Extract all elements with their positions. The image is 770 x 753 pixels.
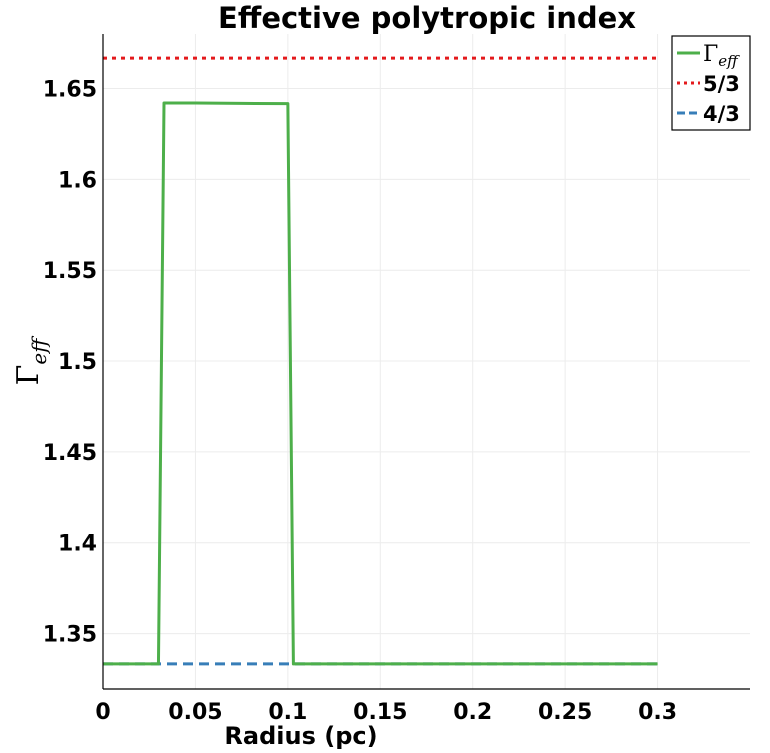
x-tick-label-0: 0 [95,700,110,725]
y-axis-label: Γeff [11,335,51,386]
y-tick-label-5: 1.6 [58,168,97,193]
x-tick-label-2: 0.1 [268,700,307,725]
legend-label-1: 5/3 [703,72,740,96]
legend-label-0: Γeff [703,42,740,70]
ticks: 0 0.05 0.1 0.15 0.2 0.25 0.3 1.35 1.4 1.45 1.5 1.55… [43,78,677,725]
x-axis-label: Radius (pc) [224,722,377,750]
axes [102,34,750,690]
y-tick-label-6: 1.65 [43,78,97,103]
x-tick-label-4: 0.2 [453,700,492,725]
y-tick-label-3: 1.5 [58,350,97,375]
x-tick-label-3: 0.15 [353,700,407,725]
legend-label-2: 4/3 [703,102,740,126]
x-tick-label-1: 0.05 [168,700,222,725]
y-axis-label-base: Γ [11,365,46,386]
y-tick-label-2: 1.45 [43,441,97,466]
grid [102,34,750,689]
y-tick-label-4: 1.55 [43,259,97,284]
x-tick-label-6: 0.3 [638,700,677,725]
y-tick-label-1: 1.4 [58,532,97,557]
legend-label-subscript-0: eff [718,52,740,70]
legend-label-base-0: Γ [703,42,718,67]
series-line-0 [103,101,658,666]
chart-title: Effective polytropic index [218,1,636,35]
y-tick-label-0: 1.35 [43,623,97,648]
x-tick-label-5: 0.25 [538,700,592,725]
series-group [103,56,658,666]
svg-text:Γeff: Γeff [11,335,51,386]
y-axis-label-subscript: eff [27,335,51,365]
